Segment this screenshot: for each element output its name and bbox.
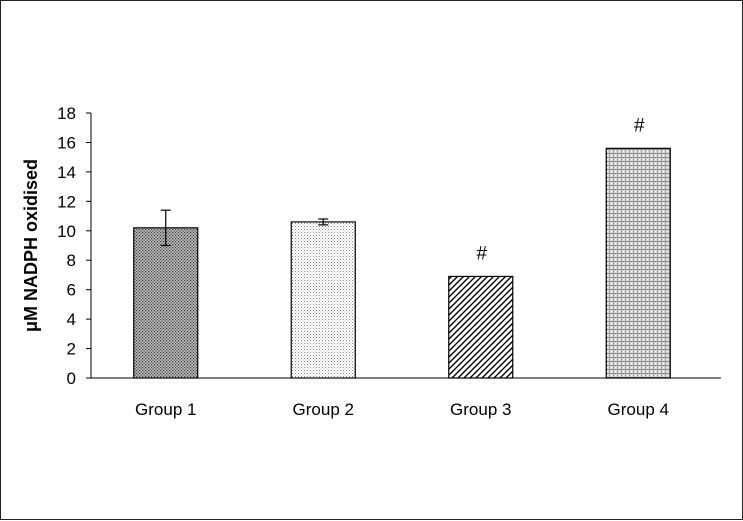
y-tick-label: 4 bbox=[67, 310, 76, 329]
x-tick-label: Group 3 bbox=[450, 400, 511, 419]
x-tick-label: Group 2 bbox=[293, 400, 354, 419]
y-tick-label: 16 bbox=[57, 133, 76, 152]
bar-group-3 bbox=[448, 275, 514, 379]
x-tick-label: Group 1 bbox=[135, 400, 196, 419]
bar-group-4 bbox=[605, 147, 671, 379]
bars: ## bbox=[133, 115, 671, 379]
y-tick-label: 18 bbox=[57, 104, 76, 123]
significance-annotation: # bbox=[634, 115, 645, 136]
y-tick-label: 2 bbox=[67, 340, 76, 359]
y-tick-label: 0 bbox=[67, 369, 76, 388]
bar-group-2 bbox=[290, 221, 356, 379]
x-tick-label: Group 4 bbox=[608, 400, 669, 419]
y-tick-label: 6 bbox=[67, 281, 76, 300]
significance-annotation: # bbox=[476, 243, 487, 264]
error-bar bbox=[160, 209, 171, 247]
y-tick-label: 8 bbox=[67, 251, 76, 270]
bar-group-1 bbox=[133, 227, 199, 379]
y-tick-label: 12 bbox=[57, 192, 76, 211]
error-bar bbox=[318, 218, 329, 226]
y-axis-label: μM NADPH oxidised bbox=[21, 159, 41, 332]
y-ticks: 0 2 4 6 8 10 12 14 16 18 bbox=[57, 104, 91, 388]
x-tick-labels: Group 1 Group 2 Group 3 Group 4 bbox=[135, 400, 669, 419]
y-tick-label: 14 bbox=[57, 163, 76, 182]
y-tick-label: 10 bbox=[57, 222, 76, 241]
